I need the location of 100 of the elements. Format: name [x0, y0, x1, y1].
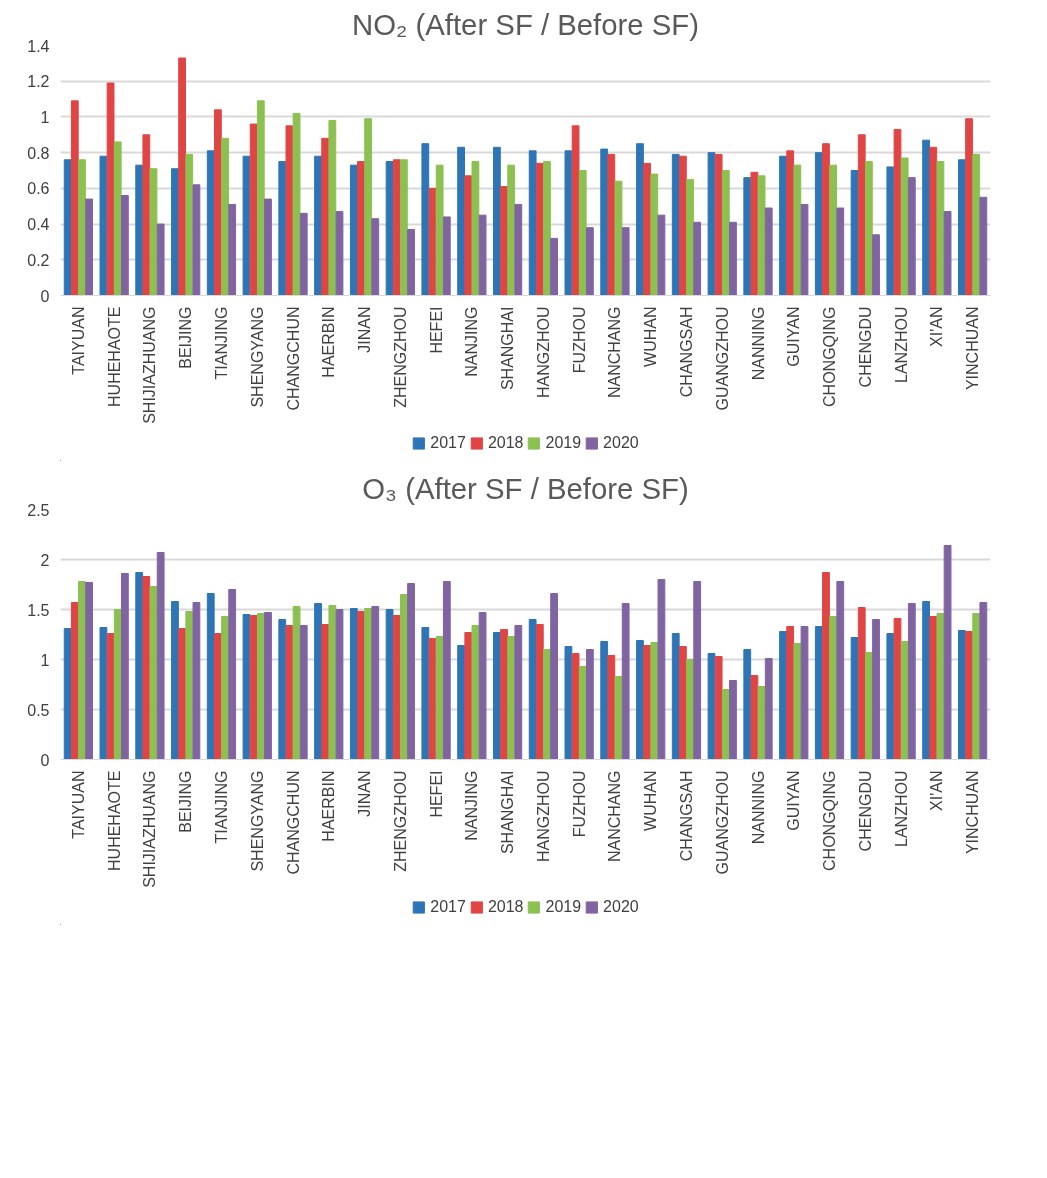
- bar: [822, 572, 830, 760]
- bar: [349, 608, 358, 760]
- x-tick-label: FUZHOU: [570, 770, 588, 838]
- x-tick-label: CHANGCHUN: [284, 306, 302, 411]
- bar: [78, 159, 86, 296]
- bar: [750, 675, 759, 760]
- bar: [922, 139, 931, 296]
- x-tick-label: BEIJING: [177, 770, 195, 833]
- x-tick-label: HANGZHOU: [534, 770, 552, 863]
- bar: [285, 125, 294, 296]
- bar: [764, 207, 773, 296]
- bar: [371, 218, 380, 296]
- bar: [707, 653, 716, 760]
- bar: [292, 112, 301, 296]
- bar: [228, 589, 237, 760]
- x-tick-label: TAIYUAN: [69, 770, 87, 839]
- bar: [242, 614, 251, 760]
- bar: [70, 602, 79, 760]
- bar: [543, 161, 551, 296]
- bar: [965, 118, 973, 296]
- bar: [435, 636, 444, 760]
- bar: [893, 618, 902, 760]
- bar: [600, 148, 609, 296]
- x-tick-label: ZHENGZHOU: [391, 306, 409, 408]
- x-tick-label: TAIYUAN: [69, 306, 87, 375]
- bar: [850, 170, 859, 296]
- bar: [478, 214, 487, 296]
- bar: [492, 146, 501, 296]
- bar: [514, 203, 523, 296]
- bar: [142, 134, 151, 296]
- bar: [206, 150, 215, 296]
- y-tick-label: 1: [40, 651, 50, 669]
- bar: [421, 143, 430, 296]
- bar: [822, 143, 830, 296]
- y-tick-label: 2: [40, 551, 50, 569]
- bar: [621, 227, 630, 296]
- bar: [864, 161, 873, 296]
- bar: [278, 161, 287, 296]
- x-tick-label: CHANGSAH: [677, 770, 695, 862]
- bar: [957, 630, 966, 760]
- bar: [120, 195, 129, 296]
- bar: [213, 109, 222, 296]
- bar: [943, 211, 952, 296]
- bar: [650, 642, 659, 760]
- bar: [357, 611, 365, 760]
- bar: [965, 631, 973, 760]
- x-tick-label: CHANGCHUN: [284, 770, 302, 875]
- bar: [929, 146, 938, 296]
- x-tick-label: NANJING: [463, 306, 481, 377]
- x-tick-label: TIANJING: [212, 306, 230, 380]
- bar: [185, 611, 194, 760]
- bar: [357, 161, 365, 296]
- bar: [972, 613, 981, 760]
- legend-label: 2020: [603, 434, 639, 452]
- bar: [178, 628, 187, 760]
- bar: [707, 152, 716, 296]
- bar: [786, 626, 795, 760]
- bar: [392, 615, 401, 760]
- bar: [528, 150, 537, 296]
- legend-label: 2018: [487, 434, 524, 452]
- bar: [643, 162, 652, 296]
- x-tick-label: GUANGZHOU: [713, 306, 731, 411]
- bar: [171, 601, 179, 760]
- x-tick-label: WUHAN: [642, 306, 660, 367]
- bar: [886, 633, 895, 760]
- x-tick-label: TIANJING: [212, 770, 230, 844]
- bar: [857, 607, 866, 760]
- x-tick-label: NANNING: [749, 306, 767, 381]
- bar: [729, 680, 737, 760]
- bar: [900, 157, 909, 296]
- y-tick-label: 1: [40, 108, 50, 126]
- x-tick-label: GUIYAN: [785, 770, 803, 831]
- bar: [671, 633, 680, 760]
- bar: [278, 619, 287, 760]
- bar: [543, 649, 551, 760]
- bar: [249, 123, 258, 296]
- bar: [135, 572, 144, 760]
- bar: [857, 134, 866, 296]
- bar: [407, 228, 415, 296]
- bar: [464, 175, 473, 296]
- x-tick-label: SHANGHAI: [499, 306, 517, 391]
- bar: [328, 120, 337, 296]
- bar: [314, 603, 322, 760]
- bar: [614, 676, 623, 760]
- bar: [364, 118, 373, 296]
- bar: [836, 581, 845, 760]
- x-tick-label: HANGZHOU: [534, 306, 552, 399]
- legend-label: 2019: [545, 898, 582, 916]
- bar: [800, 203, 809, 296]
- bar: [693, 581, 702, 760]
- bar: [507, 636, 516, 760]
- bar: [829, 164, 838, 296]
- x-tick-label: LANZHOU: [892, 306, 910, 383]
- legend-label: 2019: [545, 434, 582, 452]
- bar: [721, 170, 730, 296]
- y-tick-label: 1.4: [27, 37, 50, 55]
- legend-label: 2017: [430, 434, 466, 452]
- bar: [399, 594, 408, 760]
- x-tick-label: CHONGQING: [821, 306, 839, 407]
- bar: [936, 161, 945, 296]
